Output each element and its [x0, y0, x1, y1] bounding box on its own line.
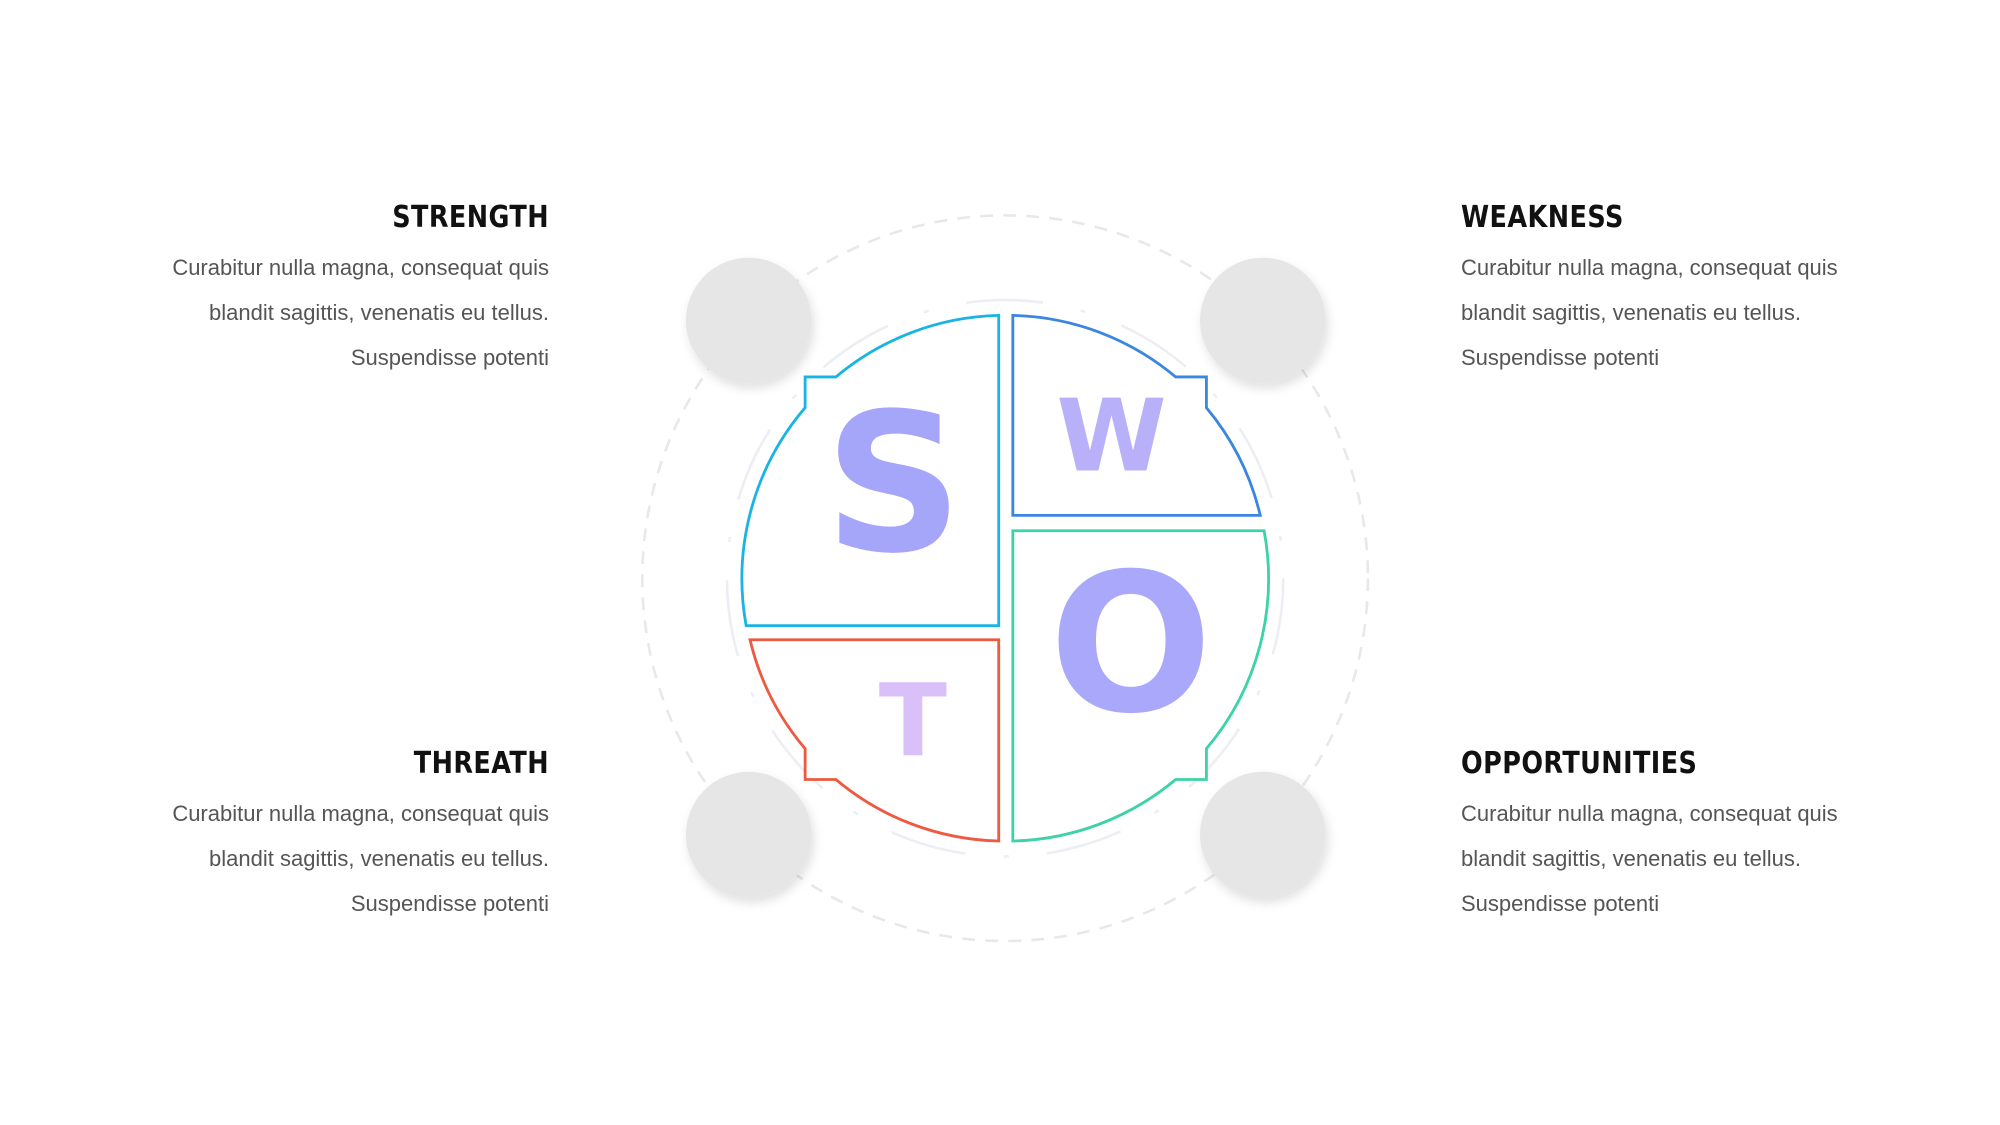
- letter-o: O: [1049, 533, 1212, 756]
- description-line: Suspendisse potenti: [350, 891, 549, 916]
- weakness-description: Curabitur nulla magna, consequat quis bl…: [1461, 245, 1921, 380]
- outer-dashed-ring: [641, 214, 1370, 943]
- strength-title: STRENGTH: [392, 200, 549, 235]
- threat-description: Curabitur nulla magna, consequat quis bl…: [89, 791, 549, 926]
- description-line: Suspendisse potenti: [1461, 345, 1660, 370]
- threat-block: THREATH Curabitur nulla magna, consequat…: [89, 746, 549, 926]
- letter-w: W: [1056, 377, 1166, 494]
- threat-title: THREATH: [413, 746, 549, 781]
- quadrant-strength: [740, 313, 1001, 628]
- letter-s: S: [824, 373, 963, 596]
- description-line: Suspendisse potenti: [350, 345, 549, 370]
- placeholder-circle-weakness: [1200, 257, 1326, 384]
- description-line: Suspendisse potenti: [1461, 891, 1660, 916]
- opportunities-title: OPPORTUNITIES: [1461, 746, 1698, 781]
- description-line: Curabitur nulla magna, consequat quis: [1461, 801, 1838, 826]
- description-line: blandit sagittis, venenatis eu tellus.: [209, 300, 549, 325]
- description-line: blandit sagittis, venenatis eu tellus.: [209, 846, 549, 871]
- quadrant-weakness: [1011, 313, 1263, 517]
- description-line: Curabitur nulla magna, consequat quis: [172, 255, 549, 280]
- placeholder-circle-threat: [685, 771, 812, 898]
- weakness-title: WEAKNESS: [1461, 200, 1624, 235]
- opportunities-description: Curabitur nulla magna, consequat quis bl…: [1461, 791, 1921, 926]
- description-line: blandit sagittis, venenatis eu tellus.: [1461, 300, 1801, 325]
- quadrant-threat: [748, 638, 1001, 843]
- strength-block: STRENGTH Curabitur nulla magna, consequa…: [89, 200, 549, 380]
- inner-dashed-ring: [725, 298, 1285, 858]
- weakness-block: WEAKNESS Curabitur nulla magna, consequa…: [1461, 200, 1921, 380]
- placeholder-circle-strength: [685, 257, 812, 384]
- description-line: Curabitur nulla magna, consequat quis: [1461, 255, 1838, 280]
- opportunities-block: OPPORTUNITIES Curabitur nulla magna, con…: [1461, 746, 1921, 926]
- description-line: blandit sagittis, venenatis eu tellus.: [1461, 846, 1801, 871]
- placeholder-circle-opportunities: [1200, 771, 1326, 898]
- strength-description: Curabitur nulla magna, consequat quis bl…: [89, 245, 549, 380]
- quadrant-opportunities: [1011, 529, 1270, 843]
- description-line: Curabitur nulla magna, consequat quis: [172, 801, 549, 826]
- letter-t: T: [879, 662, 947, 779]
